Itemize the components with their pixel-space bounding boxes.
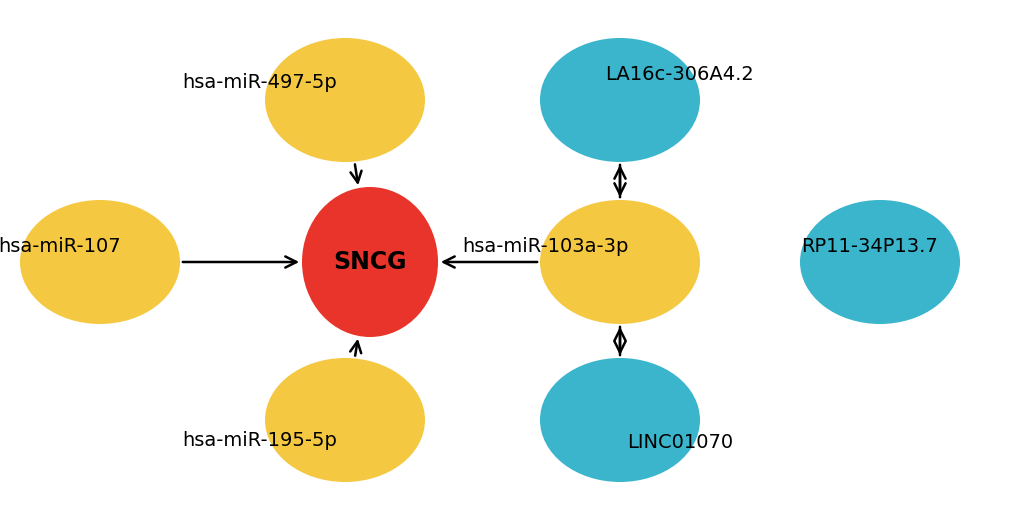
Ellipse shape bbox=[265, 38, 425, 162]
Text: RP11-34P13.7: RP11-34P13.7 bbox=[801, 236, 937, 256]
Ellipse shape bbox=[799, 200, 959, 324]
Text: hsa-miR-103a-3p: hsa-miR-103a-3p bbox=[462, 236, 628, 256]
Ellipse shape bbox=[20, 200, 179, 324]
Ellipse shape bbox=[302, 187, 437, 337]
Text: hsa-miR-107: hsa-miR-107 bbox=[0, 236, 121, 256]
Text: SNCG: SNCG bbox=[333, 250, 407, 274]
Text: hsa-miR-195-5p: hsa-miR-195-5p bbox=[182, 430, 337, 449]
Ellipse shape bbox=[265, 358, 425, 482]
Text: LA16c-306A4.2: LA16c-306A4.2 bbox=[605, 65, 754, 85]
Text: hsa-miR-497-5p: hsa-miR-497-5p bbox=[182, 73, 337, 92]
Text: LINC01070: LINC01070 bbox=[627, 434, 733, 452]
Ellipse shape bbox=[539, 38, 699, 162]
Ellipse shape bbox=[539, 358, 699, 482]
Ellipse shape bbox=[539, 200, 699, 324]
